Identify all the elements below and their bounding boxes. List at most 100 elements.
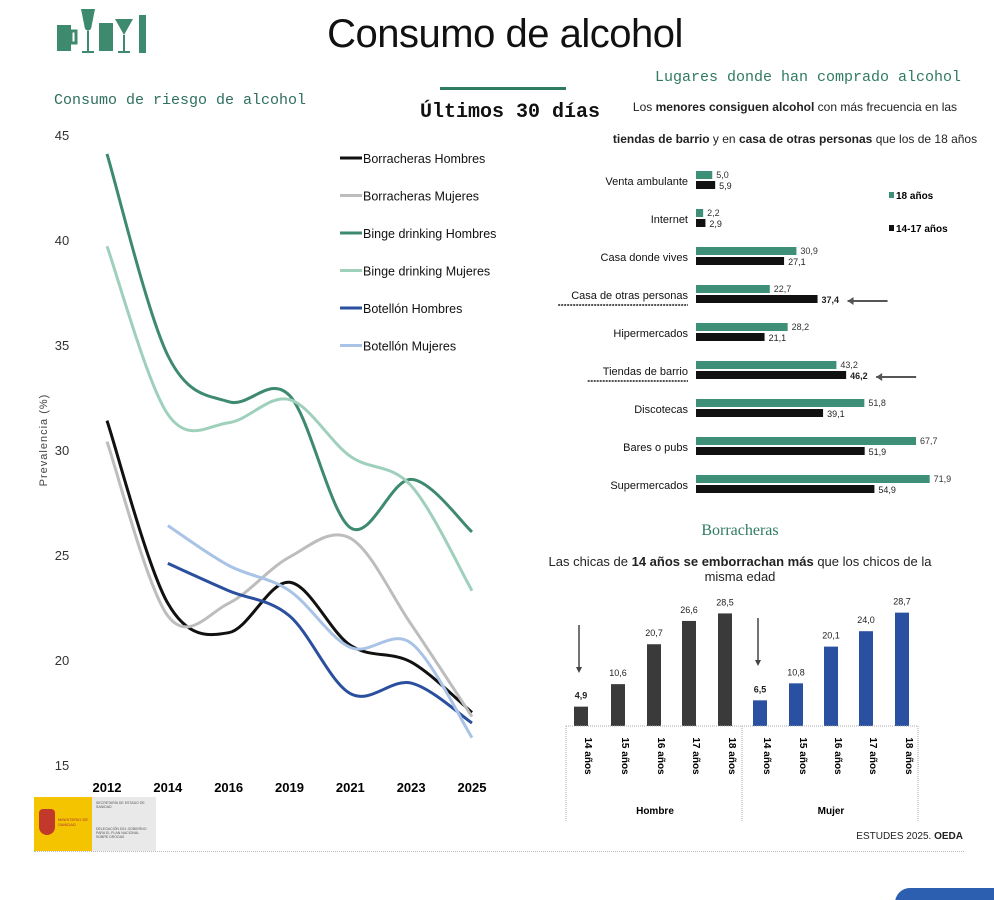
x-tick-label: 2023 — [397, 780, 426, 795]
legend-swatch — [889, 192, 894, 198]
bar — [859, 631, 873, 726]
bar — [824, 646, 838, 726]
category-label: 15 años — [797, 737, 808, 775]
category-label: Hipermercados — [613, 328, 688, 340]
places-subtitle-line1: Los menores consiguen alcohol con más fr… — [610, 100, 980, 114]
page-title: Consumo de alcohol — [327, 12, 683, 56]
legend-swatch — [889, 225, 894, 231]
x-tick-label: 2014 — [153, 780, 183, 795]
y-tick-label: 45 — [55, 128, 69, 143]
bar-14-17 — [696, 295, 818, 303]
value-label: 71,9 — [934, 474, 952, 484]
bar-14-17 — [696, 447, 865, 455]
legend-label: Botellón Mujeres — [363, 340, 456, 354]
bar-14-17 — [696, 485, 875, 493]
logo-text: MINISTERIO DE SANIDAD — [58, 817, 89, 827]
bar — [647, 644, 661, 726]
bar-18 — [696, 247, 797, 255]
bar-18 — [696, 323, 788, 331]
series-line — [105, 441, 474, 718]
value-label: 6,5 — [754, 684, 767, 694]
legend-label: Binge drinking Hombres — [363, 227, 496, 241]
bar — [895, 612, 909, 726]
bar — [611, 684, 625, 726]
value-label: 22,7 — [774, 284, 792, 294]
bar-18 — [696, 399, 865, 407]
value-label: 43,2 — [840, 360, 858, 370]
text-bold: menores consiguen alcohol — [655, 100, 815, 114]
value-label: 10,6 — [609, 668, 627, 678]
category-label: Venta ambulante — [605, 176, 688, 188]
category-label: 17 años — [690, 737, 701, 775]
text-bold: OEDA — [934, 831, 963, 842]
y-tick-label: 35 — [55, 338, 69, 353]
x-tick-label: 2019 — [275, 780, 304, 795]
category-label: 16 años — [655, 737, 666, 775]
legend-label: 18 años — [896, 191, 934, 202]
value-label: 27,1 — [788, 257, 806, 267]
bar-14-17 — [696, 219, 706, 227]
text: y en — [709, 132, 739, 146]
category-label: 16 años — [832, 737, 843, 775]
value-label: 37,4 — [822, 295, 840, 305]
legend-label: Botellón Hombres — [363, 302, 462, 316]
value-label: 67,7 — [920, 436, 938, 446]
series-line — [105, 153, 474, 534]
category-label: 18 años — [726, 737, 737, 775]
bar — [682, 620, 696, 726]
glasses-logo-icon — [57, 9, 146, 53]
value-label: 5,9 — [719, 181, 732, 191]
category-label: 18 años — [903, 737, 914, 775]
blue-button[interactable] — [895, 888, 994, 900]
text: ESTUDES 2025. — [856, 831, 935, 842]
text: con más frecuencia en las — [814, 100, 958, 114]
y-axis-label: Prevalencia (%) — [38, 394, 50, 487]
value-label: 2,2 — [707, 208, 720, 218]
places-subtitle-line2: tiendas de barrio y en casa de otras per… — [600, 132, 990, 146]
places-chart-title: Lugares donde han comprado alcohol — [655, 69, 962, 86]
y-tick-label: 20 — [55, 653, 69, 668]
logo-sub2: DELEGACIÓN DEL GOBIERNO PARA EL PLAN NAC… — [96, 827, 147, 839]
source-note: ESTUDES 2025. OEDA — [856, 831, 963, 842]
bar-18 — [696, 171, 713, 179]
bar-18 — [696, 285, 770, 293]
value-label: 5,0 — [716, 170, 729, 180]
text-bold: tiendas de barrio — [612, 132, 710, 146]
bar-14-17 — [696, 333, 765, 341]
text: Las chicas de — [548, 554, 632, 569]
bar — [574, 706, 588, 726]
x-tick-label: 2025 — [458, 780, 487, 795]
coat-of-arms-icon: MINISTERIO DE SANIDAD — [34, 797, 92, 851]
value-label: 24,0 — [857, 615, 875, 625]
category-label: Tiendas de barrio — [603, 366, 688, 378]
x-tick-label: 2021 — [336, 780, 365, 795]
divider — [34, 851, 964, 852]
arrow-head-icon — [755, 660, 761, 666]
value-label: 51,8 — [868, 398, 886, 408]
text-bold: casa de otras personas — [738, 132, 873, 146]
bar — [789, 683, 803, 726]
category-label: Bares o pubs — [623, 442, 688, 454]
borracheras-title: Borracheras — [701, 522, 779, 539]
group-label: Hombre — [636, 806, 674, 817]
text: que los chicos de la misma edad — [704, 554, 932, 584]
value-label: 28,2 — [792, 322, 810, 332]
text-bold: 14 años se emborrachan más — [631, 554, 814, 569]
arrow-head-icon — [847, 297, 854, 305]
bar-18 — [696, 209, 704, 217]
bar — [718, 613, 732, 726]
series-line — [105, 420, 473, 714]
y-tick-label: 25 — [55, 548, 69, 563]
value-label: 20,1 — [822, 631, 840, 641]
borracheras-subtitle: Las chicas de 14 años se emborrachan más… — [530, 554, 950, 584]
value-label: 39,1 — [827, 409, 845, 419]
arrow-head-icon — [576, 667, 582, 673]
y-tick-label: 15 — [55, 758, 69, 773]
bar-14-17 — [696, 181, 716, 189]
series-line — [105, 245, 474, 592]
value-label: 26,6 — [680, 605, 698, 615]
legend-label: Binge drinking Mujeres — [363, 265, 490, 279]
category-label: Discotecas — [634, 404, 688, 416]
